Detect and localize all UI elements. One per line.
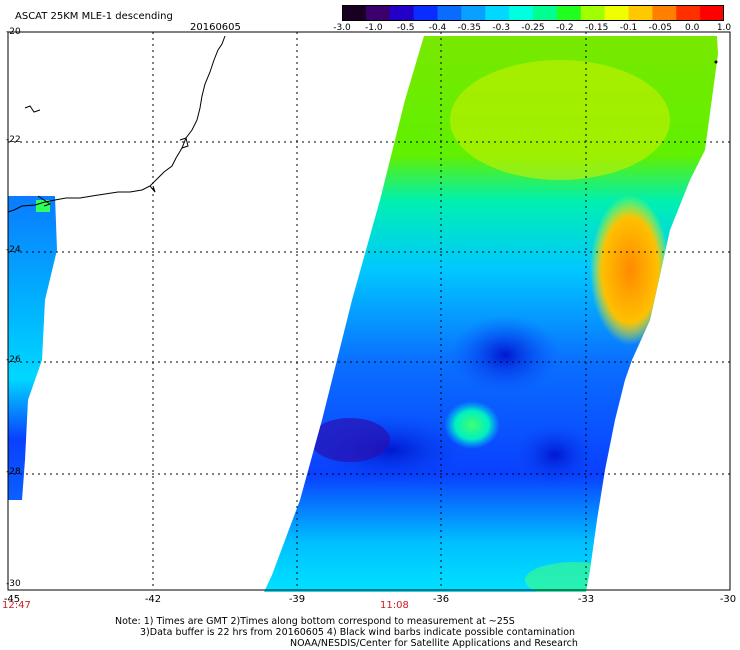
product-date: 20160605 — [190, 22, 241, 33]
colorbar-swatch — [389, 5, 415, 21]
lon-label: -42 — [144, 594, 162, 605]
lat-lon-grid — [8, 32, 730, 590]
colorbar-swatch — [437, 5, 462, 21]
lon-label: -33 — [577, 594, 595, 605]
coastline — [7, 35, 226, 213]
colorbar-label: -0.05 — [648, 23, 672, 33]
lon-label: -36 — [432, 594, 450, 605]
colorbar-swatch — [580, 5, 606, 21]
lat-label: -30 — [6, 579, 21, 589]
note-line-3: NOAA/NESDIS/Center for Satellite Applica… — [290, 638, 578, 649]
lat-label: -20 — [6, 27, 21, 37]
colorbar-label: -0.3 — [492, 23, 510, 33]
colorbar-swatch — [556, 5, 582, 21]
colorbar-swatch — [461, 5, 486, 21]
note-line-1: Note: 1) Times are GMT 2)Times along bot… — [115, 616, 515, 627]
lon-label: -30 — [719, 594, 737, 605]
colorbar-swatch — [700, 5, 724, 21]
colorbar-swatch — [413, 5, 439, 21]
colorbar-label: 0.0 — [684, 23, 700, 33]
colorbar-label: -0.5 — [396, 23, 415, 33]
colorbar-label: 1.0 — [716, 23, 732, 33]
swath-time-east: 11:08 — [380, 600, 409, 611]
colorbar-swatch — [628, 5, 653, 21]
colorbar-label: -0.15 — [585, 23, 609, 33]
wind-swath-east — [264, 36, 718, 592]
colorbar — [342, 5, 724, 21]
colorbar-label: -3.0 — [333, 23, 351, 33]
swath-time-west: 12:47 — [2, 600, 31, 611]
colorbar-label: -0.25 — [521, 23, 545, 33]
lat-label: -26 — [6, 355, 21, 365]
colorbar-swatch — [604, 5, 630, 21]
colorbar-label: -0.1 — [619, 23, 638, 33]
lat-label: -28 — [6, 467, 21, 477]
lon-label: -45 — [3, 594, 21, 605]
map-frame — [7, 31, 731, 591]
wind-swath-west — [8, 196, 57, 500]
colorbar-swatch — [509, 5, 534, 21]
lat-label: -24 — [6, 245, 21, 255]
colorbar-label: -0.2 — [556, 23, 574, 33]
colorbar-swatch — [342, 5, 367, 21]
colorbar-swatch — [652, 5, 677, 21]
lat-label: -22 — [6, 135, 21, 145]
lon-label: -39 — [288, 594, 306, 605]
product-title: ASCAT 25KM MLE-1 descending — [15, 11, 173, 22]
wind-barb-marker — [714, 60, 718, 64]
colorbar-swatch — [485, 5, 510, 21]
colorbar-label: -0.4 — [428, 23, 447, 33]
colorbar-swatch — [533, 5, 558, 21]
note-line-2: 3)Data buffer is 22 hrs from 20160605 4)… — [140, 627, 576, 638]
colorbar-frame — [342, 5, 724, 21]
colorbar-label: -1.0 — [365, 23, 383, 33]
colorbar-label: -0.35 — [457, 23, 481, 33]
colorbar-swatch — [676, 5, 701, 21]
colorbar-swatch — [365, 5, 391, 21]
